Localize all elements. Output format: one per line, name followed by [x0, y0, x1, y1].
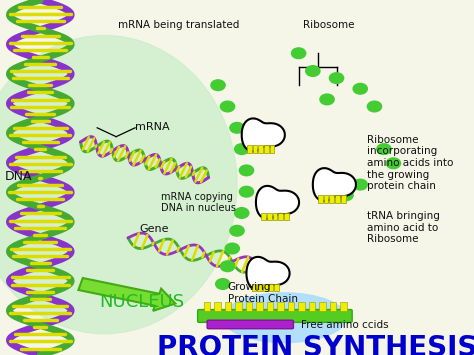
Text: mRNA: mRNA: [135, 122, 170, 132]
Bar: [258, 145, 263, 153]
Ellipse shape: [0, 36, 237, 334]
Circle shape: [353, 179, 367, 190]
Polygon shape: [242, 119, 285, 151]
Bar: [246, 302, 253, 311]
Bar: [284, 213, 289, 220]
Text: tRNA bringing
amino acid to
Ribosome: tRNA bringing amino acid to Ribosome: [367, 211, 440, 245]
Bar: [235, 302, 242, 311]
Circle shape: [211, 80, 225, 91]
Bar: [247, 145, 252, 153]
Bar: [261, 213, 266, 220]
Circle shape: [320, 94, 334, 105]
FancyArrow shape: [78, 278, 175, 311]
Bar: [288, 302, 294, 311]
Text: NUCLEUS: NUCLEUS: [100, 293, 185, 311]
Circle shape: [235, 144, 249, 154]
Ellipse shape: [223, 293, 346, 343]
Bar: [319, 302, 326, 311]
Bar: [257, 284, 262, 291]
Circle shape: [239, 186, 254, 197]
Bar: [225, 302, 231, 311]
Text: Growing
Protein Chain: Growing Protein Chain: [228, 282, 298, 304]
Polygon shape: [256, 186, 299, 219]
Circle shape: [386, 158, 401, 169]
Bar: [318, 195, 323, 203]
Circle shape: [306, 66, 320, 76]
Text: PROTEIN SYNTHESIS: PROTEIN SYNTHESIS: [157, 334, 474, 355]
FancyBboxPatch shape: [198, 310, 352, 322]
Circle shape: [367, 101, 382, 112]
Bar: [278, 213, 283, 220]
Circle shape: [220, 261, 235, 272]
Circle shape: [235, 208, 249, 218]
Circle shape: [329, 73, 344, 83]
Text: DNA: DNA: [5, 170, 32, 184]
Bar: [298, 302, 305, 311]
Circle shape: [230, 122, 244, 133]
Bar: [256, 302, 263, 311]
Text: Free amino ccids: Free amino ccids: [301, 320, 389, 329]
Bar: [273, 213, 277, 220]
Bar: [214, 302, 221, 311]
FancyBboxPatch shape: [207, 320, 293, 329]
Text: mRNA copying
DNA in nucleus: mRNA copying DNA in nucleus: [161, 192, 236, 213]
Circle shape: [216, 279, 230, 289]
Circle shape: [220, 101, 235, 112]
Bar: [324, 195, 328, 203]
Bar: [269, 284, 273, 291]
Bar: [263, 284, 268, 291]
Bar: [270, 145, 274, 153]
Circle shape: [339, 190, 353, 201]
Bar: [335, 195, 340, 203]
Bar: [329, 195, 334, 203]
Bar: [341, 195, 346, 203]
Circle shape: [239, 165, 254, 176]
Bar: [204, 302, 210, 311]
Text: Ribosome: Ribosome: [303, 20, 355, 29]
Circle shape: [230, 225, 244, 236]
Bar: [264, 145, 269, 153]
Bar: [330, 302, 337, 311]
Bar: [309, 302, 315, 311]
Bar: [277, 302, 284, 311]
Bar: [253, 145, 257, 153]
Bar: [340, 302, 347, 311]
Polygon shape: [313, 168, 356, 201]
Circle shape: [292, 48, 306, 59]
Bar: [252, 284, 256, 291]
Circle shape: [377, 144, 391, 154]
Circle shape: [353, 83, 367, 94]
Circle shape: [225, 243, 239, 254]
Bar: [267, 213, 272, 220]
Polygon shape: [246, 257, 290, 290]
Bar: [274, 284, 279, 291]
Bar: [267, 302, 273, 311]
Text: Gene: Gene: [140, 224, 169, 234]
Text: Ribosome
incorporating
amino acids into
the growing
protein chain: Ribosome incorporating amino acids into …: [367, 135, 454, 191]
Text: mRNA being translated: mRNA being translated: [118, 20, 240, 29]
